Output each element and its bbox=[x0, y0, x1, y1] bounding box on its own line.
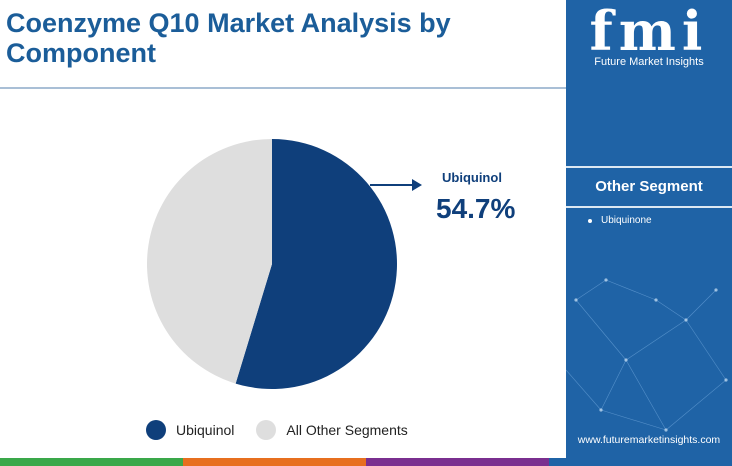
pie-slices-group bbox=[146, 139, 397, 389]
legend-item-other: All Other Segments bbox=[256, 420, 408, 440]
website-url: www.futuremarketinsights.com bbox=[577, 434, 721, 446]
callout-arrow-head bbox=[412, 179, 422, 191]
title-divider bbox=[0, 87, 566, 89]
sidebar-divider-top bbox=[566, 166, 732, 168]
chart-legend: Ubiquinol All Other Segments bbox=[146, 420, 430, 440]
logo-wordmark: fmi bbox=[589, 0, 709, 63]
legend-swatch-ubiquinol bbox=[146, 420, 166, 440]
sidebar-divider-bottom bbox=[566, 206, 732, 208]
callout-value: 54.7% bbox=[436, 193, 515, 224]
pie-slice-ubiquinol bbox=[235, 139, 397, 389]
pie-chart: Ubiquinol 54.7% bbox=[146, 139, 515, 389]
chart-title: Coenzyme Q10 Market Analysis by Componen… bbox=[6, 8, 451, 68]
fmi-logo: fmi Future Market Insights bbox=[566, 2, 732, 68]
pie-slice-all-other-segments bbox=[146, 139, 272, 384]
bottom-bar-orange bbox=[183, 458, 366, 466]
sidebar-panel: fmi Future Market Insights Other Segment… bbox=[566, 0, 732, 466]
legend-item-ubiquinol: Ubiquinol bbox=[146, 420, 234, 440]
sidebar-list: Ubiquinone bbox=[588, 215, 652, 226]
sidebar-item-label: Ubiquinone bbox=[601, 215, 652, 226]
legend-label-ubiquinol: Ubiquinol bbox=[176, 422, 235, 438]
network-background bbox=[566, 278, 728, 432]
bullet-icon bbox=[588, 218, 592, 223]
bottom-bar-purple bbox=[366, 458, 549, 466]
sidebar-list-item: Ubiquinone bbox=[588, 215, 652, 226]
sidebar-heading: Other Segment bbox=[595, 178, 703, 195]
legend-swatch-other bbox=[256, 420, 277, 440]
legend-label-other: All Other Segments bbox=[286, 422, 408, 438]
bottom-bar-green bbox=[0, 458, 183, 466]
logo-subtitle: Future Market Insights bbox=[594, 56, 704, 68]
callout-label: Ubiquinol bbox=[442, 170, 502, 185]
